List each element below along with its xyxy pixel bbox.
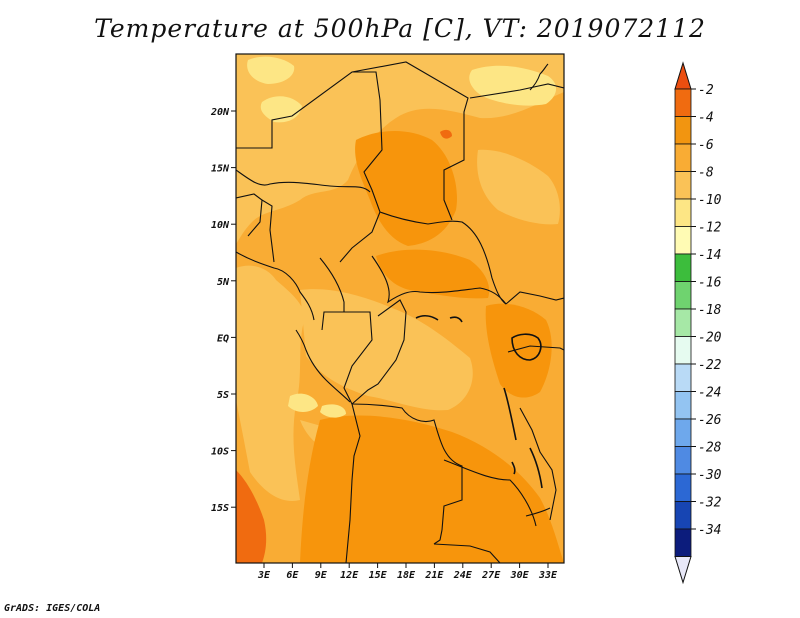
colorbar-swatch bbox=[674, 501, 692, 530]
lat-tick-label: 15S bbox=[211, 503, 229, 514]
lon-tick-label: 21E bbox=[424, 570, 444, 581]
temperature-field-atlantic-patch bbox=[288, 393, 318, 412]
colorbar-swatch bbox=[674, 336, 692, 365]
colorbar-swatch bbox=[674, 446, 692, 475]
colorbar-tick-label: -20 bbox=[698, 331, 722, 346]
colorbar-tick-label: -6 bbox=[698, 138, 714, 153]
colorbar-tick-label: -28 bbox=[698, 441, 722, 456]
colorbar-top-arrow bbox=[674, 61, 692, 90]
temperature-field-warm-corner bbox=[236, 470, 267, 563]
lon-tick-label: 15E bbox=[369, 570, 388, 581]
lon-tick-label: 12E bbox=[340, 570, 359, 581]
lon-tick-label: 3E bbox=[257, 570, 271, 581]
longitude-axis: 3E 6E 9E 12E 15E 18E 21E 24E 27E 30E 33E bbox=[257, 563, 558, 581]
temperature-field-north-patch-west bbox=[247, 56, 295, 84]
lakes bbox=[415, 315, 543, 489]
colorbar-swatch bbox=[674, 308, 692, 337]
map-frame bbox=[235, 53, 565, 564]
temperature-field-chad-core bbox=[355, 131, 457, 246]
colorbar-tick-label: -26 bbox=[698, 413, 722, 428]
colorbar-bottom-arrow bbox=[674, 556, 692, 585]
colorbar-swatch bbox=[674, 88, 692, 117]
lat-tick-label: EQ bbox=[217, 333, 229, 344]
colorbar-tick-label: -30 bbox=[698, 468, 722, 483]
colorbar-swatch bbox=[674, 418, 692, 447]
colorbar: -2 -4 -6 -8 -10 -12 -14 -16 -18 -20 -22 -24 -26 -28 -3… bbox=[674, 61, 722, 585]
colorbar-swatch bbox=[674, 391, 692, 420]
temperature-field-south-core bbox=[300, 415, 564, 563]
colorbar-tick-label: -12 bbox=[698, 221, 722, 236]
colorbar-swatch bbox=[674, 226, 692, 255]
colorbar-tick-label: -8 bbox=[698, 166, 714, 181]
temperature-field-east-zone bbox=[477, 149, 560, 225]
country-borders bbox=[236, 61, 564, 563]
temperature-field-east-core bbox=[485, 303, 552, 398]
colorbar-tick-label: -22 bbox=[698, 358, 722, 373]
lon-tick-label: 30E bbox=[510, 570, 530, 581]
colorbar-tick-label: -16 bbox=[698, 276, 722, 291]
colorbar-tick-label: -24 bbox=[698, 386, 721, 401]
colorbar-swatch bbox=[674, 281, 692, 310]
colorbar-swatch bbox=[674, 528, 692, 557]
temperature-field-north-patch-east bbox=[469, 65, 557, 106]
lon-tick-label: 18E bbox=[397, 570, 416, 581]
colorbar-tick-label: -10 bbox=[698, 193, 722, 208]
grads-credit: GrADS: IGES/COLA bbox=[4, 603, 101, 614]
temperature-field-central-zone bbox=[300, 289, 473, 411]
lon-tick-label: 9E bbox=[315, 570, 328, 581]
temperature-field-west-atlantic bbox=[236, 265, 306, 501]
colorbar-tick-label: -14 bbox=[698, 248, 721, 263]
colorbar-swatch bbox=[674, 363, 692, 392]
colorbar-tick-label: -32 bbox=[698, 496, 722, 511]
lat-tick-label: 5N bbox=[217, 277, 230, 288]
colorbar-swatch bbox=[674, 143, 692, 172]
lat-tick-label: 5S bbox=[217, 390, 229, 401]
lat-tick-label: 10N bbox=[211, 220, 230, 231]
colorbar-swatch bbox=[674, 253, 692, 282]
lat-tick-label: 15N bbox=[211, 164, 230, 175]
temperature-field-north-band bbox=[236, 54, 564, 244]
temperature-field-car-core bbox=[376, 249, 490, 299]
colorbar-tick-label: -2 bbox=[698, 83, 714, 98]
colorbar-swatch bbox=[674, 171, 692, 200]
lon-tick-label: 24E bbox=[453, 570, 473, 581]
lat-tick-label: 10S bbox=[211, 447, 229, 458]
lon-tick-label: 27E bbox=[481, 570, 501, 581]
colorbar-swatch bbox=[674, 473, 692, 502]
temperature-field-gabon-patch bbox=[320, 404, 346, 418]
colorbar-swatch bbox=[674, 198, 692, 227]
lat-tick-label: 20N bbox=[210, 107, 230, 118]
colorbar-tick-label: -18 bbox=[698, 303, 722, 318]
latitude-axis: 20N 15N 10N 5N EQ 5S 10S 15S bbox=[210, 107, 236, 514]
temperature-field bbox=[236, 54, 564, 563]
chart-title: Temperature at 500hPa [C], VT: 201907211… bbox=[94, 14, 706, 43]
lon-tick-label: 33E bbox=[538, 570, 558, 581]
colorbar-tick-label: -34 bbox=[698, 523, 721, 538]
colorbar-tick-label: -4 bbox=[698, 111, 714, 126]
lon-tick-label: 6E bbox=[286, 570, 299, 581]
temperature-field-warm-spot bbox=[440, 129, 452, 139]
colorbar-swatch bbox=[674, 116, 692, 145]
